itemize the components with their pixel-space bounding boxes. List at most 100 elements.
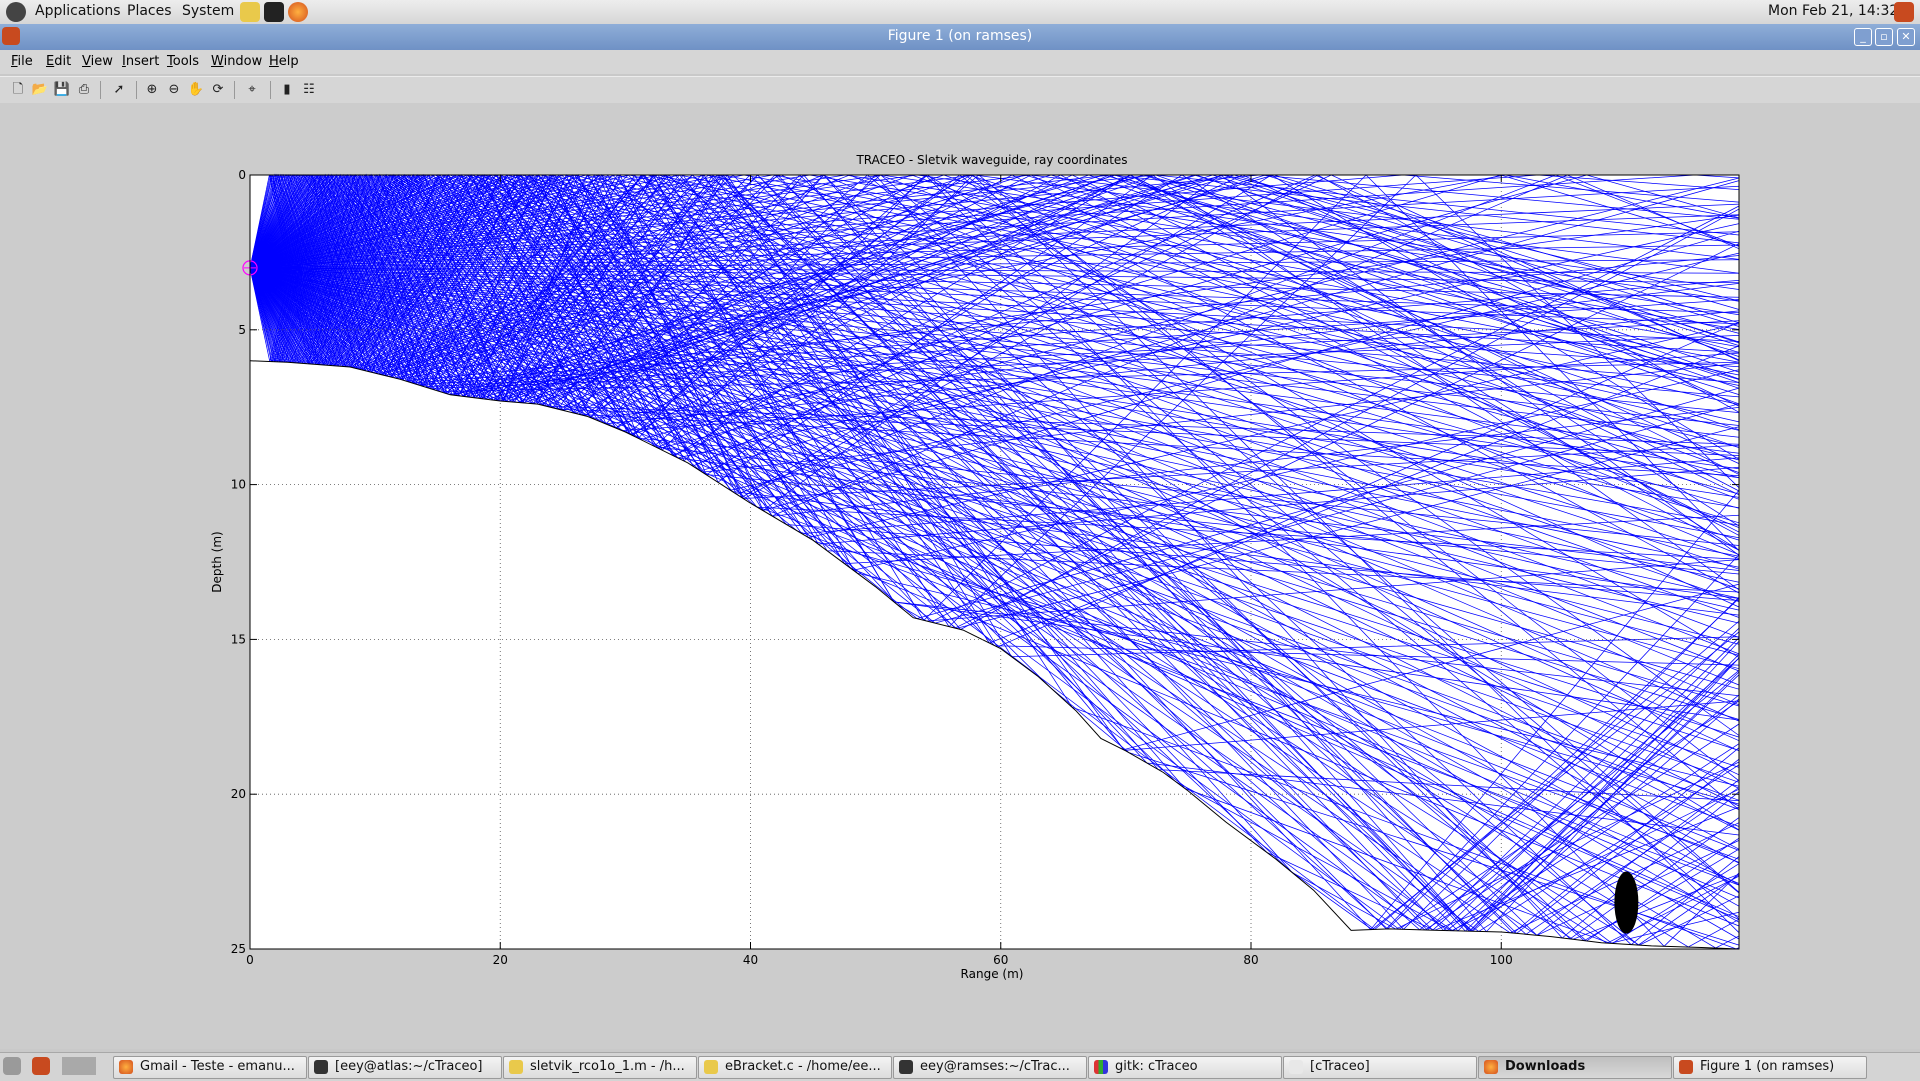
- ray: [249, 174, 1740, 395]
- ray: [249, 267, 1740, 284]
- ray: [249, 267, 1740, 720]
- data-cursor-icon[interactable]: ⌖: [248, 82, 256, 97]
- taskbar-item[interactable]: sletvik_rco1o_1.m - /h...: [503, 1056, 697, 1079]
- save-icon[interactable]: 💾: [53, 82, 71, 97]
- ray: [249, 174, 1740, 930]
- menu-window[interactable]: Window: [211, 54, 263, 69]
- workspace-2-icon[interactable]: [62, 1057, 96, 1075]
- ray: [249, 174, 1740, 931]
- window-titlebar[interactable]: Figure 1 (on ramses) _ ▫ ✕: [0, 24, 1920, 50]
- ray: [249, 174, 1740, 920]
- ray: [249, 267, 1740, 801]
- ray: [249, 267, 1740, 539]
- menu-file[interactable]: File: [11, 54, 33, 69]
- terminal-icon: [314, 1060, 328, 1074]
- taskbar-item[interactable]: eBracket.c - /home/ee...: [698, 1056, 892, 1079]
- ray: [249, 267, 1740, 526]
- ray: [249, 267, 1740, 656]
- new-figure-icon[interactable]: 🗋: [12, 82, 24, 97]
- ray: [249, 267, 1740, 690]
- menu-insert[interactable]: Insert: [122, 54, 160, 69]
- legend-icon[interactable]: ☷: [303, 82, 315, 97]
- gnome-foot-icon[interactable]: [6, 2, 26, 22]
- gedit-launcher-icon[interactable]: [240, 2, 260, 22]
- gitk-icon: [1094, 1060, 1108, 1074]
- bathymetry-line: [249, 360, 1740, 950]
- ray: [249, 267, 1740, 583]
- ray: [249, 267, 1740, 670]
- y-tick-label: 0: [238, 168, 246, 182]
- ray: [249, 174, 1740, 377]
- close-button[interactable]: ✕: [1897, 28, 1915, 46]
- taskbar-item-label: Downloads: [1505, 1059, 1586, 1074]
- ray: [249, 174, 1740, 930]
- ray: [249, 267, 1740, 884]
- taskbar-item[interactable]: eey@ramses:~/cTrac...: [893, 1056, 1087, 1079]
- ray: [249, 174, 1740, 831]
- applications-menu[interactable]: Applications: [35, 3, 121, 19]
- ray: [249, 174, 1740, 495]
- print-icon[interactable]: ⎙: [78, 82, 90, 97]
- zoom-out-icon[interactable]: ⊖: [168, 82, 180, 97]
- ray: [249, 174, 1740, 628]
- rotate-3d-icon[interactable]: ⟳: [212, 82, 224, 97]
- menu-tools[interactable]: Tools: [167, 54, 200, 69]
- grid-lines: [250, 175, 1739, 949]
- firefox-launcher-icon[interactable]: [288, 2, 308, 22]
- ray: [249, 267, 1740, 645]
- taskbar-item-label: [eey@atlas:~/cTraceo]: [335, 1059, 483, 1074]
- toolbar-separator: [234, 81, 235, 99]
- ray: [249, 267, 1740, 413]
- zoom-in-icon[interactable]: ⊕: [146, 82, 158, 97]
- taskbar-item[interactable]: Downloads: [1478, 1056, 1672, 1079]
- matlab-tray-icon[interactable]: [1894, 2, 1914, 22]
- ray: [249, 173, 1740, 591]
- ray: [249, 174, 1740, 622]
- places-menu[interactable]: Places: [127, 3, 172, 19]
- ray: [249, 267, 1740, 438]
- taskbar-item-label: Figure 1 (on ramses): [1700, 1059, 1835, 1074]
- ray: [249, 174, 1740, 401]
- terminal-launcher-icon[interactable]: [264, 2, 284, 22]
- ray: [249, 174, 1740, 396]
- ray: [249, 173, 1740, 556]
- taskbar-item[interactable]: gitk: cTraceo: [1088, 1056, 1282, 1079]
- ray: [249, 259, 1740, 269]
- workspace-1-icon[interactable]: [32, 1057, 50, 1075]
- open-file-icon[interactable]: 📂: [31, 82, 49, 97]
- gedit-icon: [704, 1060, 718, 1074]
- taskbar-item-label: Gmail - Teste - emanu...: [140, 1059, 295, 1074]
- top-panel: Applications Places System Mon Feb 21, 1…: [0, 0, 1920, 25]
- x-tick-label: 60: [993, 953, 1008, 967]
- ray: [249, 267, 1740, 611]
- taskbar-item[interactable]: Figure 1 (on ramses): [1673, 1056, 1867, 1079]
- ray: [249, 267, 1740, 557]
- ray: [249, 244, 1740, 269]
- ray: [249, 267, 1740, 342]
- system-menu[interactable]: System: [182, 3, 235, 19]
- ray: [249, 174, 1740, 517]
- taskbar-item-label: gitk: cTraceo: [1115, 1059, 1198, 1074]
- ray: [249, 267, 1740, 398]
- window-title: Figure 1 (on ramses): [887, 28, 1033, 44]
- show-desktop-icon[interactable]: [3, 1057, 21, 1075]
- axes: 0 20 40 60 80 100 0 5 10 15 20 25: [231, 168, 1740, 967]
- taskbar-item[interactable]: [eey@atlas:~/cTraceo]: [308, 1056, 502, 1079]
- select-arrow-icon[interactable]: ➚: [113, 82, 125, 97]
- maximize-button[interactable]: ▫: [1875, 28, 1893, 46]
- ray: [249, 174, 1740, 920]
- ray: [249, 174, 1740, 380]
- pan-hand-icon[interactable]: ✋: [187, 82, 205, 97]
- minimize-button[interactable]: _: [1854, 28, 1872, 46]
- menu-help[interactable]: Help: [269, 54, 299, 69]
- taskbar-item[interactable]: [cTraceo]: [1283, 1056, 1477, 1079]
- plot-svg[interactable]: TRACEO - Sletvik waveguide, ray coordina…: [0, 103, 1920, 1049]
- chart-title: TRACEO - Sletvik waveguide, ray coordina…: [855, 153, 1127, 167]
- colorbar-icon[interactable]: ▮: [283, 82, 291, 97]
- menu-view[interactable]: View: [82, 54, 113, 69]
- taskbar-item[interactable]: Gmail - Teste - emanu...: [113, 1056, 307, 1079]
- ray: [249, 174, 1740, 475]
- clock[interactable]: Mon Feb 21, 14:32: [1768, 3, 1899, 19]
- menu-edit[interactable]: Edit: [46, 54, 72, 69]
- matlab-window-icon[interactable]: [2, 27, 20, 45]
